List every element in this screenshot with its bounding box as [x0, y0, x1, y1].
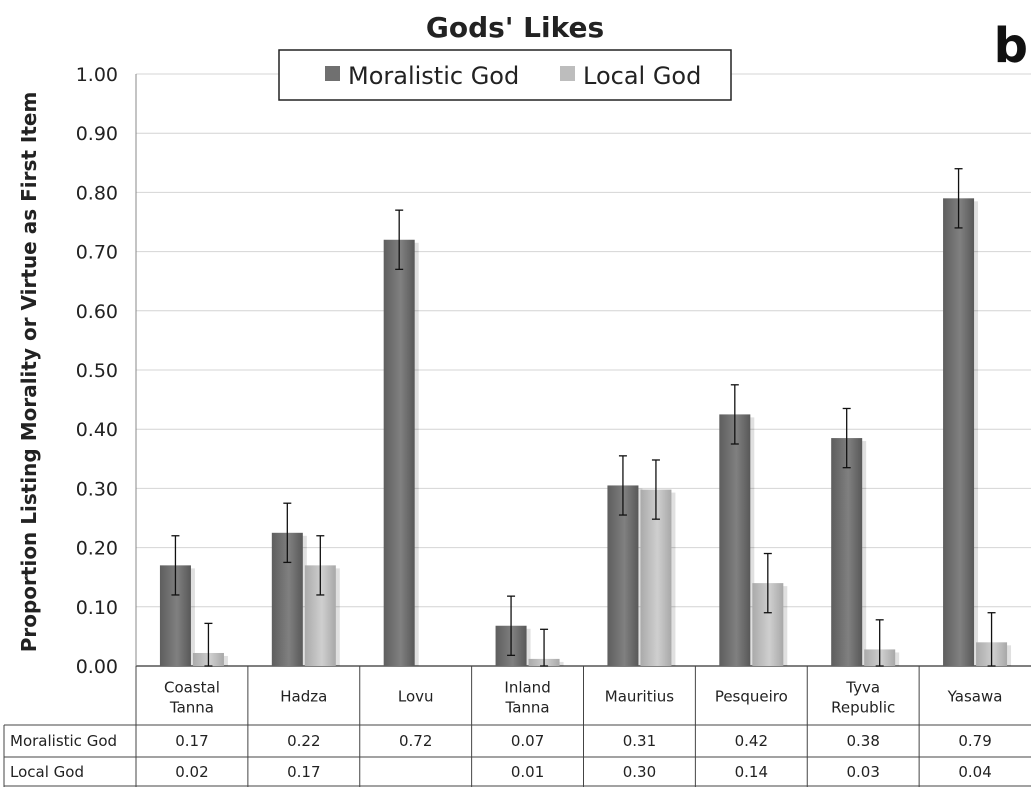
error-bar [283, 502, 292, 564]
table-cell: 0.17 [175, 732, 208, 750]
category-label: Lovu [398, 688, 434, 706]
bar-moralistic [943, 198, 975, 666]
legend: Moralistic God Local God [278, 49, 732, 101]
error-bar [540, 628, 549, 667]
y-tick-label: 0.80 [76, 182, 118, 204]
bar-moralistic [831, 438, 863, 666]
y-tick-label: 0.10 [76, 597, 118, 619]
error-bar [987, 612, 996, 667]
error-bar [954, 168, 963, 229]
error-bar [204, 622, 213, 667]
table-cell: 0.79 [958, 732, 991, 750]
category-label: Tyva [845, 679, 880, 697]
y-tick-label: 0.70 [76, 242, 118, 264]
table-cell: 0.01 [511, 763, 544, 781]
error-bar [730, 384, 739, 445]
error-bar [171, 535, 180, 596]
error-bar [875, 619, 884, 667]
table-cell: 0.38 [846, 732, 879, 750]
gridlines [135, 73, 1031, 667]
table-cell: 0.72 [399, 732, 432, 750]
table-cell: 0.22 [287, 732, 320, 750]
y-tick-label: 0.50 [76, 360, 118, 382]
error-bar [507, 595, 516, 656]
table-cell: 0.07 [511, 732, 544, 750]
legend-swatch-local [560, 66, 575, 81]
table-cell: 0.14 [735, 763, 768, 781]
y-tick-label: 0.20 [76, 538, 118, 560]
category-label: Yasawa [947, 688, 1003, 706]
data-table: Coastal Tanna Hadza Lovu Inland Tanna Mauritiu… [3, 666, 1031, 787]
error-bar [651, 459, 660, 520]
table-cell: 0.31 [623, 732, 656, 750]
legend-box [278, 49, 732, 101]
category-label: Coastal [164, 679, 220, 697]
y-axis-label: Proportion Listing Morality or Virtue as… [17, 92, 41, 653]
bars [159, 198, 1012, 666]
error-bar [842, 407, 851, 469]
table-cell: 0.02 [175, 763, 208, 781]
y-tick-labels: 0.00 0.10 0.20 0.30 0.40 0.50 0.60 0.70 0.80 0.90… [76, 64, 118, 678]
error-bar [618, 455, 627, 516]
table-row-header: Local God [10, 763, 84, 781]
error-bars [171, 168, 996, 667]
bar-moralistic [383, 239, 415, 666]
table-cell: 0.03 [846, 763, 879, 781]
panel-label: b [994, 18, 1028, 74]
y-tick-label: 0.90 [76, 123, 118, 145]
legend-label-moralistic: Moralistic God [348, 62, 519, 90]
error-bar [395, 209, 404, 271]
y-tick-label: 0.00 [76, 656, 118, 678]
chart-title: Gods' Likes [426, 11, 604, 44]
y-tick-label: 0.60 [76, 301, 118, 323]
table-cell: 0.17 [287, 763, 320, 781]
category-label: Tanna [505, 699, 550, 717]
category-label: Republic [831, 699, 895, 717]
error-bar [763, 552, 772, 614]
y-tick-label: 0.30 [76, 478, 118, 500]
table-cell: 0.04 [958, 763, 991, 781]
y-tick-label: 1.00 [76, 64, 118, 86]
legend-swatch-moralistic [325, 66, 340, 81]
table-cell: 0.42 [735, 732, 768, 750]
category-label: Inland [504, 679, 550, 697]
category-label: Mauritius [605, 688, 675, 706]
error-bar [316, 535, 325, 596]
bar-moralistic [719, 414, 751, 666]
category-label: Hadza [280, 688, 327, 706]
y-tick-label: 0.40 [76, 419, 118, 441]
legend-label-local: Local God [583, 62, 701, 90]
table-cell: 0.30 [623, 763, 656, 781]
table-row-header: Moralistic God [10, 732, 117, 750]
category-label: Tanna [169, 699, 214, 717]
category-label: Pesqueiro [715, 688, 788, 706]
